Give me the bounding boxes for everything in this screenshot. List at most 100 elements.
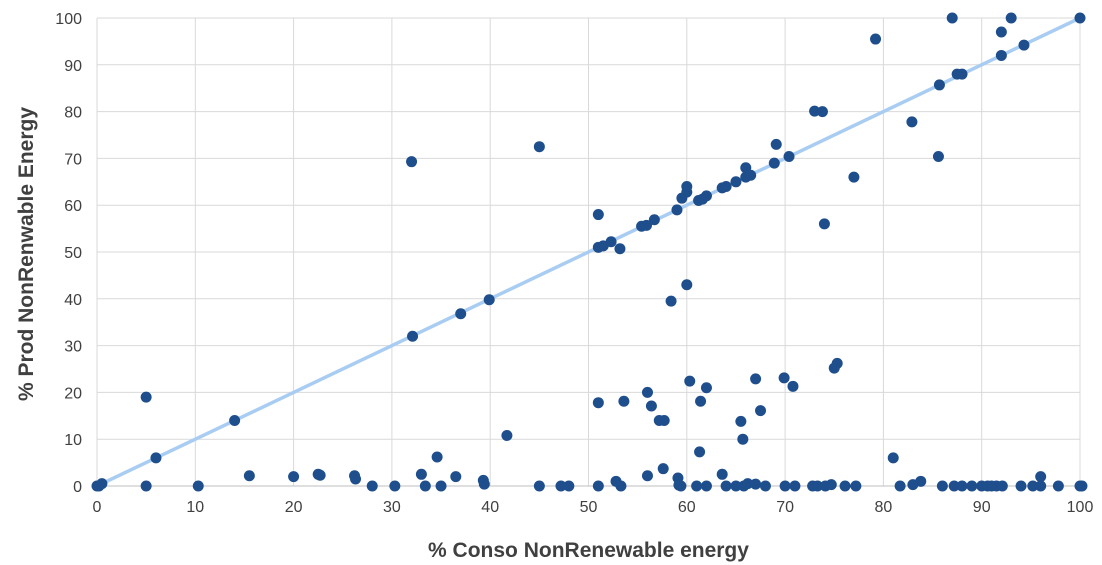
data-point [592, 209, 604, 221]
x-tick-label: 40 [481, 499, 499, 516]
x-tick-label: 100 [1067, 499, 1094, 516]
data-point [605, 236, 617, 248]
x-tick-label: 0 [93, 499, 102, 516]
data-point [787, 380, 799, 392]
data-point [956, 480, 968, 492]
data-point [592, 480, 604, 492]
data-point [742, 478, 754, 490]
data-point [770, 138, 782, 150]
data-point [809, 105, 821, 117]
data-point [818, 218, 830, 230]
y-tick-label: 0 [73, 479, 82, 496]
data-point [684, 375, 696, 387]
data-point [894, 480, 906, 492]
x-tick-label: 10 [186, 499, 204, 516]
data-point [415, 468, 427, 480]
x-tick-label: 70 [776, 499, 794, 516]
y-tick-label: 60 [64, 198, 82, 215]
data-point [1035, 471, 1047, 483]
data-point [839, 480, 851, 492]
data-point [700, 382, 712, 394]
data-point [825, 479, 837, 491]
x-tick-label: 50 [580, 499, 598, 516]
data-point [657, 463, 669, 475]
data-point [640, 219, 652, 231]
data-point [192, 480, 204, 492]
data-point [406, 156, 418, 168]
data-point [1076, 480, 1088, 492]
data-point [996, 480, 1008, 492]
data-point [150, 452, 162, 464]
data-point [243, 470, 255, 482]
data-point [140, 391, 152, 403]
y-tick-label: 30 [64, 339, 82, 356]
data-point [641, 386, 653, 398]
data-point [431, 451, 443, 463]
y-tick-label: 40 [64, 292, 82, 309]
data-point [783, 151, 795, 163]
data-point [730, 176, 742, 188]
data-point [478, 478, 490, 490]
data-point [533, 141, 545, 153]
data-point [915, 475, 927, 487]
data-point [948, 480, 960, 492]
data-point [695, 395, 707, 407]
data-point [737, 433, 749, 445]
data-point [691, 480, 703, 492]
data-point [671, 204, 683, 216]
data-point [615, 480, 627, 492]
data-point [768, 157, 780, 169]
data-point [936, 480, 948, 492]
x-tick-label: 20 [285, 499, 303, 516]
data-point [995, 26, 1007, 38]
data-point [1015, 480, 1027, 492]
data-point [720, 180, 732, 192]
x-tick-label: 30 [383, 499, 401, 516]
data-point [759, 480, 771, 492]
data-point [720, 480, 732, 492]
data-point [956, 68, 968, 80]
data-point [750, 478, 762, 490]
data-point [350, 473, 362, 485]
data-point [995, 49, 1007, 61]
data-points [91, 12, 1088, 492]
data-point [96, 478, 108, 490]
data-point [946, 12, 958, 24]
data-point [933, 79, 945, 91]
data-point [745, 169, 757, 181]
data-point [750, 373, 762, 385]
data-point [483, 294, 495, 306]
data-point [831, 357, 843, 369]
data-point [618, 395, 630, 407]
y-tick-label: 70 [64, 151, 82, 168]
data-point [614, 243, 626, 255]
data-point [1035, 480, 1047, 492]
data-point [648, 214, 660, 226]
data-point [730, 480, 742, 492]
data-point [1052, 480, 1064, 492]
reference-line-layer [95, 16, 1082, 488]
data-point [533, 480, 545, 492]
data-point [1027, 480, 1039, 492]
y-tick-label: 10 [64, 432, 82, 449]
data-point [816, 106, 828, 118]
data-point [906, 116, 918, 128]
data-point [700, 190, 712, 202]
data-point [407, 330, 419, 342]
data-point [314, 469, 326, 481]
data-point [681, 186, 693, 198]
data-point [735, 415, 747, 427]
y-tick-label: 20 [64, 385, 82, 402]
data-point [563, 480, 575, 492]
x-axis-title: % Conso NonRenewable energy [428, 539, 749, 562]
data-point [641, 470, 653, 482]
data-point [1018, 39, 1030, 51]
x-tick-label: 60 [678, 499, 696, 516]
data-point [755, 405, 767, 417]
data-point [789, 480, 801, 492]
x-tick-label: 90 [973, 499, 991, 516]
y-tick-label: 80 [64, 105, 82, 122]
data-point [645, 400, 657, 412]
data-point [501, 429, 513, 441]
